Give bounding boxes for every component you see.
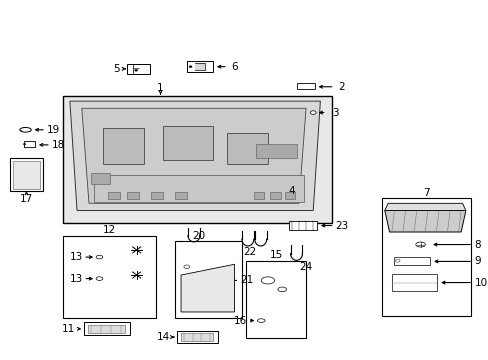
Bar	[181, 333, 213, 341]
Bar	[13, 161, 40, 189]
Ellipse shape	[277, 287, 286, 292]
Bar	[127, 192, 139, 199]
Bar	[94, 175, 303, 202]
Text: 9: 9	[473, 256, 480, 266]
Bar	[62, 96, 332, 223]
Text: 19: 19	[46, 125, 60, 135]
Text: 3: 3	[332, 108, 338, 118]
Polygon shape	[384, 211, 465, 232]
Text: 12: 12	[102, 225, 116, 235]
Text: 13: 13	[69, 252, 82, 262]
Polygon shape	[384, 203, 465, 211]
Polygon shape	[81, 108, 305, 203]
Bar	[62, 235, 156, 318]
Bar	[175, 241, 241, 318]
Bar	[253, 192, 264, 199]
Bar	[103, 128, 143, 164]
Text: 7: 7	[422, 188, 429, 198]
Bar	[91, 173, 110, 184]
Ellipse shape	[183, 265, 189, 269]
Text: 20: 20	[192, 231, 205, 240]
Ellipse shape	[261, 277, 274, 284]
Ellipse shape	[23, 143, 26, 145]
Text: 18: 18	[51, 140, 64, 150]
Bar	[289, 221, 316, 230]
Bar	[246, 261, 305, 338]
Bar	[163, 126, 213, 160]
Bar	[151, 192, 163, 199]
Text: 15: 15	[269, 250, 282, 260]
Text: 2: 2	[338, 82, 345, 92]
Ellipse shape	[415, 242, 425, 247]
Polygon shape	[181, 264, 234, 312]
Text: 8: 8	[473, 239, 480, 249]
Text: 16: 16	[234, 316, 247, 325]
Polygon shape	[84, 322, 129, 335]
Bar	[382, 198, 470, 316]
Bar	[175, 192, 186, 199]
Bar	[284, 192, 294, 199]
Ellipse shape	[310, 111, 315, 114]
Text: 6: 6	[231, 62, 237, 72]
Bar	[255, 144, 296, 158]
Bar	[108, 192, 120, 199]
Ellipse shape	[394, 259, 399, 262]
Ellipse shape	[257, 319, 264, 322]
Bar	[195, 63, 205, 70]
Ellipse shape	[96, 255, 102, 259]
Text: 23: 23	[335, 221, 348, 230]
Text: 21: 21	[240, 275, 253, 285]
Ellipse shape	[135, 69, 137, 71]
Text: 24: 24	[299, 262, 312, 272]
Bar	[391, 274, 436, 291]
Text: 22: 22	[243, 247, 256, 257]
Bar	[227, 134, 267, 164]
Bar	[10, 158, 42, 191]
Text: 13: 13	[69, 274, 82, 284]
Text: 11: 11	[62, 324, 75, 334]
Bar	[296, 83, 314, 89]
Text: 5: 5	[113, 64, 120, 74]
Text: 1: 1	[157, 83, 163, 93]
Text: 17: 17	[20, 194, 33, 204]
Ellipse shape	[20, 127, 31, 132]
Text: 10: 10	[473, 278, 487, 288]
Polygon shape	[70, 101, 320, 211]
Bar	[186, 61, 213, 72]
Bar	[127, 64, 150, 74]
Ellipse shape	[189, 66, 192, 68]
Bar	[393, 257, 429, 265]
Text: 14: 14	[157, 332, 170, 342]
Bar	[88, 325, 125, 333]
Bar	[23, 141, 35, 147]
Bar	[270, 192, 280, 199]
Text: 4: 4	[288, 186, 294, 196]
Ellipse shape	[96, 277, 102, 280]
Polygon shape	[177, 330, 217, 343]
